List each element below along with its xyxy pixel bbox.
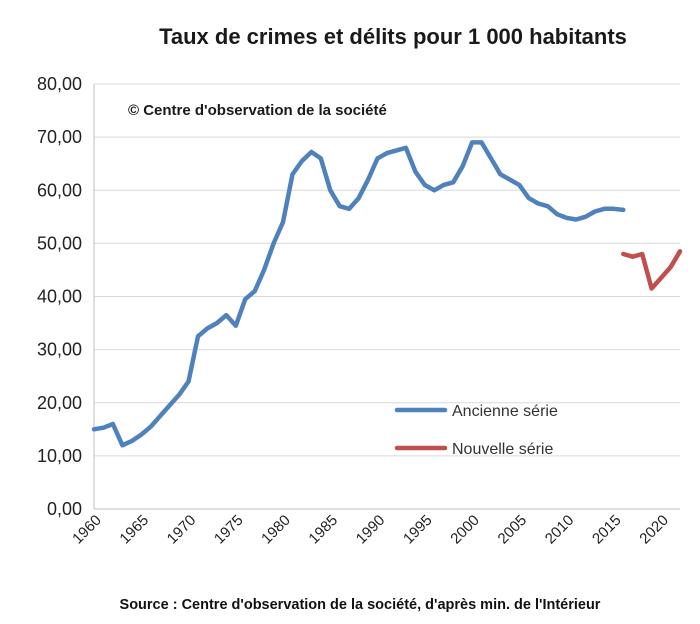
x-tick-label: 2015	[589, 512, 625, 548]
x-tick-label: 2010	[542, 512, 578, 548]
x-tick-label: 1980	[258, 512, 294, 548]
y-axis-ticks: 0,00 10,00 20,00 30,00 40,00 50,00 60,00 70,00 8…	[37, 74, 82, 519]
series-line-ancienne	[91, 140, 626, 448]
y-tick-label: 50,00	[37, 233, 82, 253]
x-tick-label: 2020	[636, 512, 672, 548]
series-line-nouvelle	[621, 249, 683, 291]
x-tick-label: 2005	[495, 512, 531, 548]
series-lines	[91, 140, 683, 448]
legend-label: Nouvelle série	[452, 441, 553, 458]
copyright-annotation: © Centre d'observation de la société	[128, 102, 387, 119]
x-tick-label: 1995	[400, 512, 436, 548]
y-tick-label: 60,00	[37, 180, 82, 200]
chart-title: Taux de crimes et délits pour 1 000 habi…	[159, 24, 627, 49]
y-tick-label: 0,00	[47, 499, 82, 519]
y-tick-label: 10,00	[37, 446, 82, 466]
x-tick-label: 1990	[353, 512, 389, 548]
x-tick-label: 2000	[447, 512, 483, 548]
x-axis-ticks: 1960 1965 1970 1975 1980 1985 1990 1995 2000 2005…	[69, 512, 672, 548]
x-tick-label: 1985	[305, 512, 341, 548]
source-note: Source : Centre d'observation de la soci…	[120, 597, 601, 613]
y-tick-label: 20,00	[37, 393, 82, 413]
x-tick-label: 1970	[164, 512, 200, 548]
x-tick-label: 1975	[211, 512, 247, 548]
grid-lines	[93, 83, 680, 510]
x-tick-label: 1965	[116, 512, 152, 548]
y-tick-label: 30,00	[37, 340, 82, 360]
y-tick-label: 70,00	[37, 127, 82, 147]
legend: Ancienne série Nouvelle série	[394, 403, 558, 458]
legend-label: Ancienne série	[452, 403, 558, 420]
y-tick-label: 40,00	[37, 287, 82, 307]
y-tick-label: 80,00	[37, 74, 82, 94]
